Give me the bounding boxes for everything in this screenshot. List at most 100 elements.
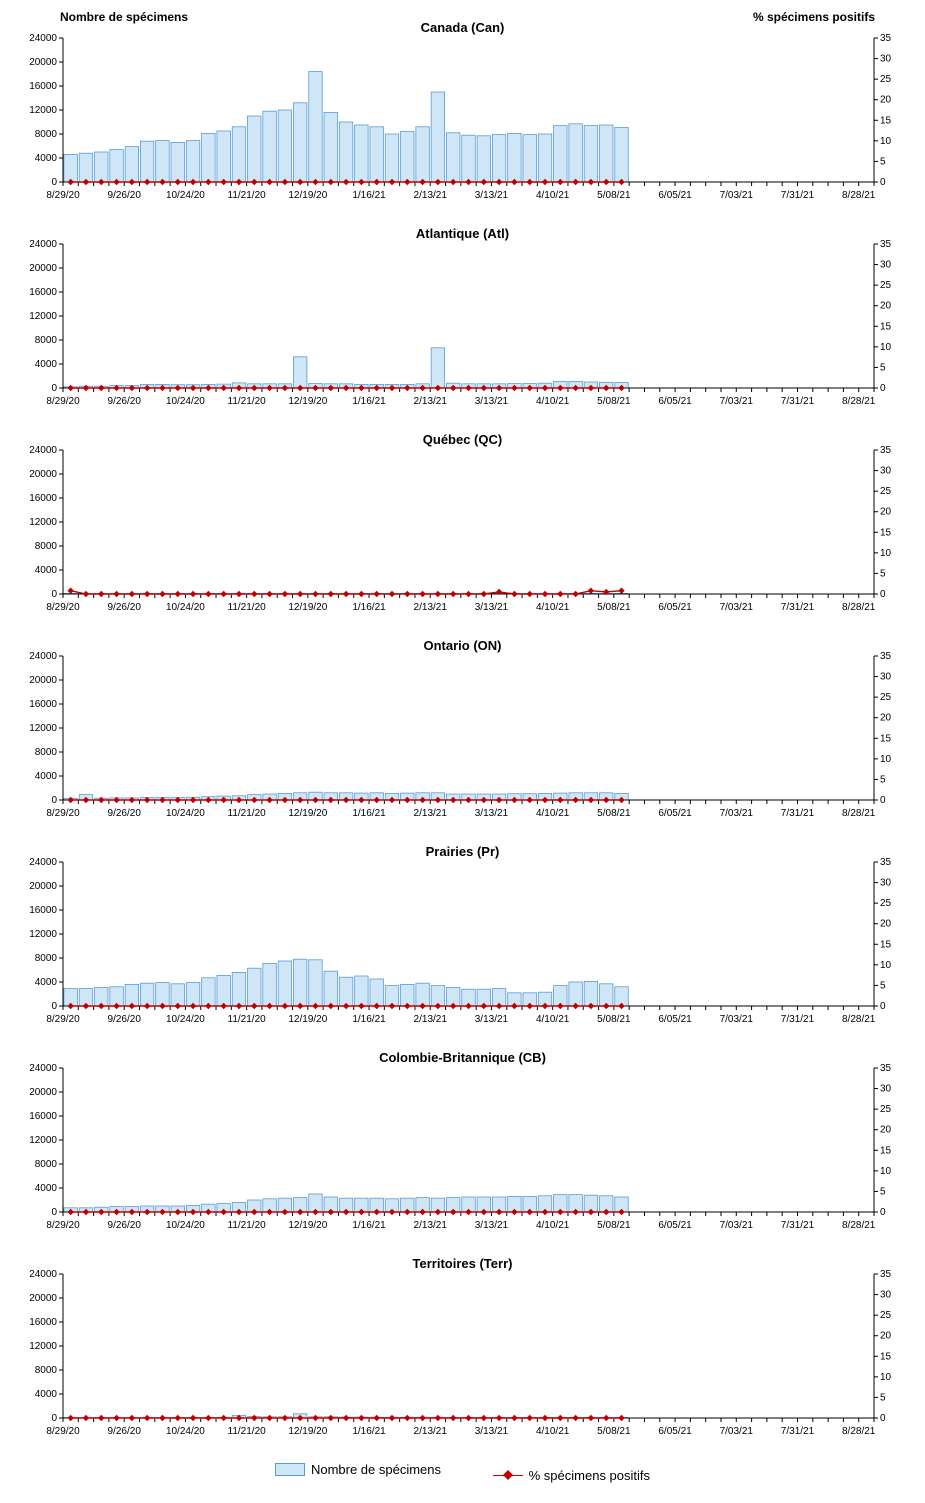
positives-marker [129, 1415, 135, 1421]
svg-text:12/19/20: 12/19/20 [288, 808, 327, 819]
positives-marker [511, 591, 517, 597]
bar [355, 976, 368, 1006]
positives-marker [175, 1415, 181, 1421]
svg-text:35: 35 [880, 857, 892, 868]
svg-text:9/26/20: 9/26/20 [108, 190, 142, 201]
svg-text:24000: 24000 [29, 1063, 57, 1074]
positives-marker [465, 591, 471, 597]
positives-marker [527, 591, 533, 597]
svg-text:9/26/20: 9/26/20 [108, 602, 142, 613]
legend-bar-label: Nombre de spécimens [311, 1462, 441, 1477]
bar [370, 979, 383, 1006]
svg-text:12000: 12000 [29, 105, 57, 116]
positives-marker [603, 1415, 609, 1421]
bar [140, 141, 153, 182]
svg-text:10/24/20: 10/24/20 [166, 602, 205, 613]
chart-svg: 0400080001200016000200002400005101520253… [15, 432, 910, 622]
bar [309, 960, 322, 1006]
chart-panel: Prairies (Pr)040008000120001600020000240… [15, 844, 910, 1034]
svg-text:0: 0 [51, 795, 57, 806]
svg-text:0: 0 [51, 1207, 57, 1218]
chart-svg: 0400080001200016000200002400005101520253… [15, 20, 910, 210]
positives-marker [113, 591, 119, 597]
svg-text:3/13/21: 3/13/21 [475, 808, 509, 819]
svg-text:8/28/21: 8/28/21 [842, 1220, 876, 1231]
positives-marker [358, 591, 364, 597]
bar [125, 984, 138, 1006]
bar [401, 132, 414, 182]
svg-text:16000: 16000 [29, 905, 57, 916]
bar [278, 961, 291, 1006]
bar [385, 134, 398, 182]
svg-text:24000: 24000 [29, 1269, 57, 1280]
bar [64, 154, 77, 182]
svg-text:4/10/21: 4/10/21 [536, 396, 570, 407]
svg-text:35: 35 [880, 239, 892, 250]
svg-text:8/28/21: 8/28/21 [842, 190, 876, 201]
svg-text:8000: 8000 [35, 1159, 58, 1170]
svg-text:10/24/20: 10/24/20 [166, 1014, 205, 1025]
bar [431, 348, 444, 388]
svg-text:4000: 4000 [35, 359, 58, 370]
svg-text:6/05/21: 6/05/21 [658, 1014, 692, 1025]
chart-svg: 0400080001200016000200002400005101520253… [15, 1256, 910, 1446]
svg-text:7/31/21: 7/31/21 [781, 808, 815, 819]
bar [339, 122, 352, 182]
bar [293, 357, 306, 388]
svg-text:12000: 12000 [29, 723, 57, 734]
positives-marker [220, 591, 226, 597]
positives-marker [266, 1415, 272, 1421]
svg-text:3/13/21: 3/13/21 [475, 1220, 509, 1231]
svg-text:10: 10 [880, 342, 892, 353]
bar [263, 111, 276, 182]
svg-text:7/03/21: 7/03/21 [720, 808, 754, 819]
svg-text:8/28/21: 8/28/21 [842, 396, 876, 407]
svg-text:12/19/20: 12/19/20 [288, 1014, 327, 1025]
svg-text:25: 25 [880, 1104, 892, 1115]
svg-text:7/03/21: 7/03/21 [720, 1426, 754, 1437]
bar [248, 116, 261, 182]
svg-text:8000: 8000 [35, 747, 58, 758]
svg-text:24000: 24000 [29, 445, 57, 456]
svg-text:30: 30 [880, 672, 892, 683]
svg-text:4/10/21: 4/10/21 [536, 190, 570, 201]
svg-text:16000: 16000 [29, 699, 57, 710]
svg-text:4000: 4000 [35, 153, 58, 164]
svg-text:12000: 12000 [29, 311, 57, 322]
svg-text:3/13/21: 3/13/21 [475, 190, 509, 201]
svg-text:4000: 4000 [35, 565, 58, 576]
bar [569, 982, 582, 1006]
svg-text:7/31/21: 7/31/21 [781, 1220, 815, 1231]
svg-text:7/03/21: 7/03/21 [720, 190, 754, 201]
svg-text:20: 20 [880, 301, 892, 312]
svg-text:8000: 8000 [35, 541, 58, 552]
svg-text:10: 10 [880, 960, 892, 971]
chart-svg: 0400080001200016000200002400005101520253… [15, 1050, 910, 1240]
svg-text:11/21/20: 11/21/20 [228, 396, 267, 407]
svg-text:16000: 16000 [29, 1317, 57, 1328]
bar [248, 968, 261, 1006]
bar [309, 72, 322, 182]
svg-text:25: 25 [880, 486, 892, 497]
svg-text:4/10/21: 4/10/21 [536, 602, 570, 613]
svg-text:4000: 4000 [35, 1389, 58, 1400]
svg-text:8000: 8000 [35, 335, 58, 346]
svg-text:5: 5 [880, 362, 886, 373]
svg-text:5/08/21: 5/08/21 [597, 1426, 631, 1437]
svg-text:9/26/20: 9/26/20 [108, 1426, 142, 1437]
bar [171, 142, 184, 182]
bar [202, 978, 215, 1006]
svg-text:6/05/21: 6/05/21 [658, 1426, 692, 1437]
bar [171, 984, 184, 1006]
svg-text:4/10/21: 4/10/21 [536, 1426, 570, 1437]
svg-text:0: 0 [880, 795, 886, 806]
svg-text:8/29/20: 8/29/20 [46, 602, 80, 613]
svg-text:10: 10 [880, 548, 892, 559]
svg-text:20: 20 [880, 1331, 892, 1342]
svg-text:10/24/20: 10/24/20 [166, 190, 205, 201]
bar [492, 135, 505, 182]
svg-text:10/24/20: 10/24/20 [166, 396, 205, 407]
bar [217, 975, 230, 1006]
svg-text:5: 5 [880, 774, 886, 785]
chart-panel: Atlantique (Atl)040008000120001600020000… [15, 226, 910, 416]
